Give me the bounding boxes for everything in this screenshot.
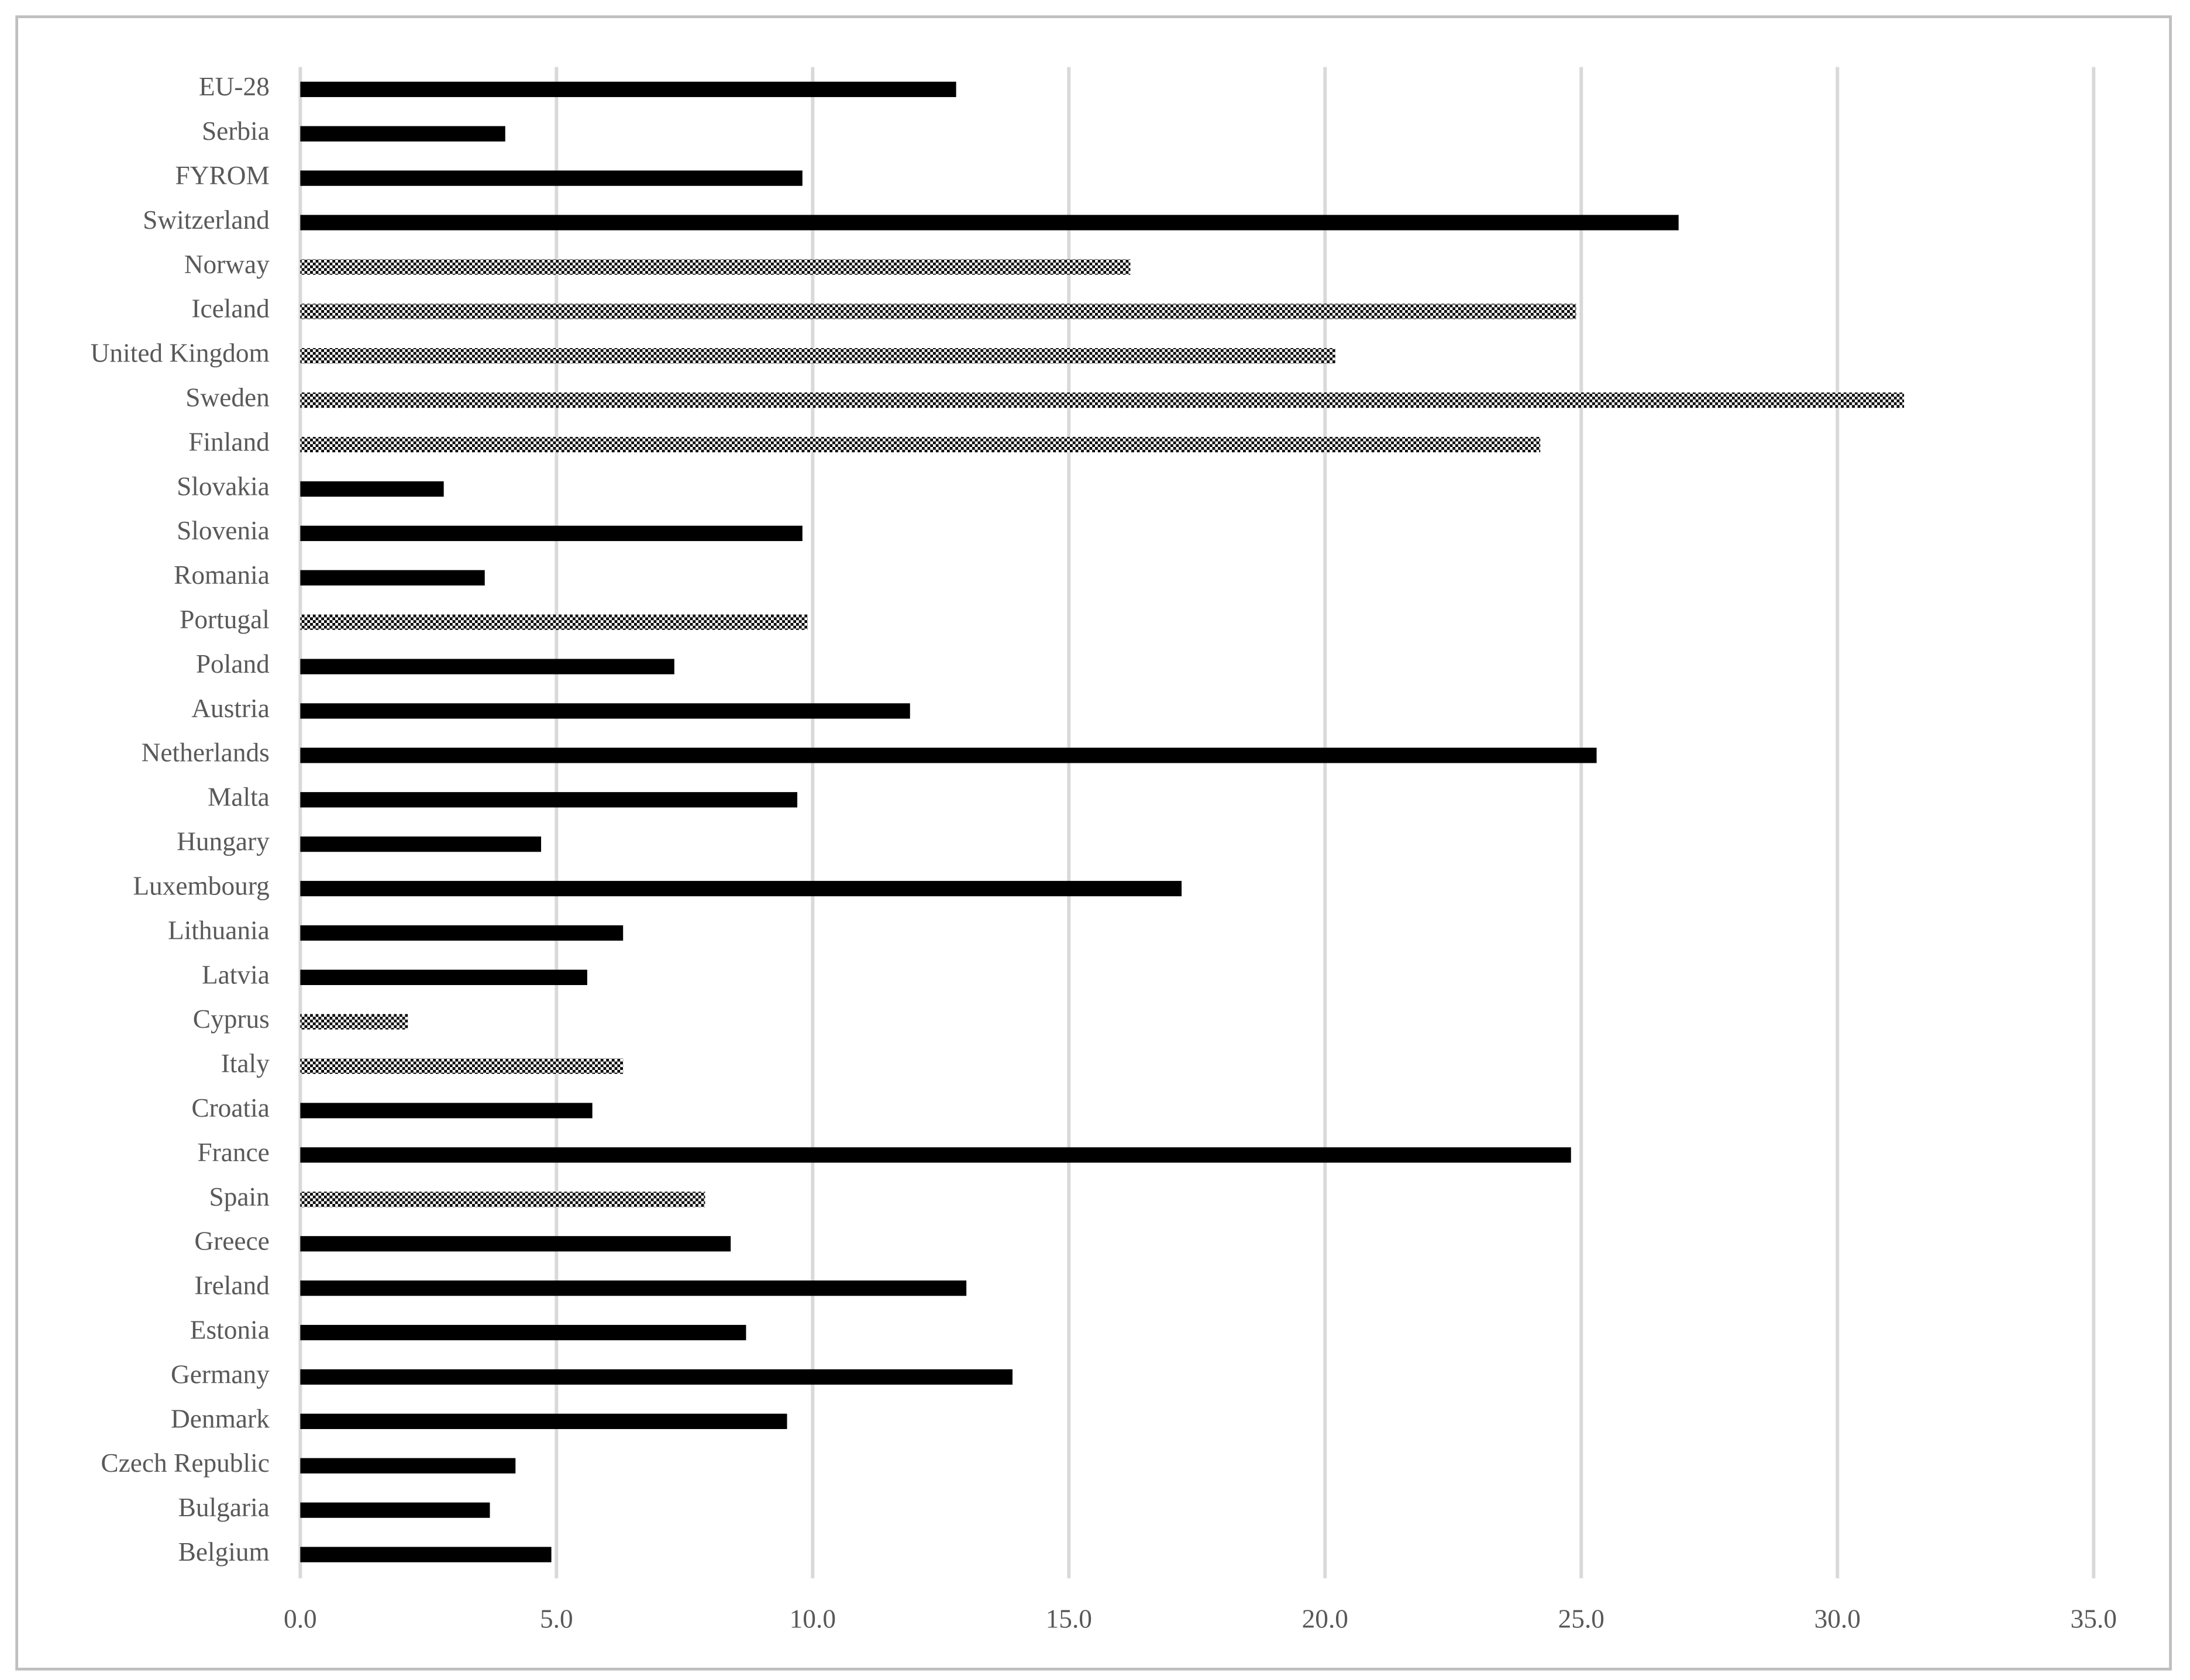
- x-tick-label: 30.0: [1814, 1605, 1861, 1634]
- y-tick-label: Finland: [188, 427, 270, 456]
- y-tick-label: United Kingdom: [91, 339, 270, 368]
- bar: [300, 481, 444, 497]
- bar: [300, 659, 674, 674]
- y-tick-label: Sweden: [185, 383, 270, 412]
- y-tick-label: Austria: [191, 694, 270, 723]
- y-tick-label: Bulgaria: [178, 1493, 270, 1522]
- bar: [300, 525, 803, 541]
- bar: [300, 1502, 490, 1518]
- bar: [300, 392, 1905, 408]
- x-tick-label: 20.0: [1302, 1605, 1348, 1634]
- y-tick-label: Netherlands: [142, 738, 270, 767]
- bar: [300, 703, 910, 719]
- x-tick-label: 15.0: [1046, 1605, 1092, 1634]
- y-tick-label: Belgium: [178, 1537, 270, 1567]
- y-tick-label: Cyprus: [193, 1004, 270, 1034]
- y-tick-label: Poland: [196, 649, 270, 679]
- bar: [300, 969, 587, 985]
- bar: [300, 1147, 1571, 1163]
- y-tick-label: France: [197, 1138, 269, 1167]
- y-tick-label: Croatia: [191, 1093, 270, 1123]
- bar: [300, 1236, 731, 1252]
- x-tick-label: 10.0: [790, 1605, 836, 1634]
- bar: [300, 348, 1335, 364]
- bar: [300, 126, 505, 142]
- bar: [300, 436, 1541, 453]
- y-tick-label: Slovakia: [177, 471, 270, 501]
- y-tick-label: Serbia: [202, 116, 270, 146]
- bar: [300, 1058, 624, 1074]
- y-tick-label: Czech Republic: [101, 1448, 269, 1478]
- bar: [300, 614, 808, 630]
- y-tick-label: Portugal: [180, 605, 270, 634]
- y-tick-label: Denmark: [171, 1404, 270, 1433]
- bar: [300, 1369, 1013, 1385]
- y-tick-label: EU-28: [199, 72, 270, 101]
- y-tick-label: Luxembourg: [133, 871, 269, 900]
- y-tick-label: Italy: [221, 1049, 270, 1078]
- x-tick-label: 35.0: [2071, 1605, 2117, 1634]
- bar: [300, 304, 1576, 319]
- y-tick-label: Iceland: [191, 294, 270, 323]
- y-tick-label: Romania: [174, 560, 270, 590]
- bar: [300, 1547, 552, 1562]
- y-tick-label: Switzerland: [143, 205, 270, 235]
- y-tick-label: FYROM: [175, 161, 270, 190]
- x-tick-label: 0.0: [284, 1605, 317, 1634]
- y-tick-label: Norway: [184, 250, 270, 279]
- y-tick-label: Hungary: [177, 827, 270, 856]
- bar: [300, 1192, 705, 1207]
- bar: [300, 1413, 787, 1430]
- bar: [300, 170, 803, 186]
- bar: [300, 880, 1182, 897]
- y-tick-label: Ireland: [194, 1271, 270, 1300]
- x-tick-label: 25.0: [1558, 1605, 1604, 1634]
- bar: [300, 1458, 516, 1474]
- bar: [300, 259, 1131, 275]
- y-tick-label: Estonia: [190, 1315, 270, 1344]
- y-tick-label: Malta: [208, 783, 270, 812]
- y-tick-label: Spain: [209, 1182, 270, 1211]
- y-tick-label: Lithuania: [168, 915, 270, 945]
- bar: [300, 925, 624, 941]
- bar: [300, 81, 956, 97]
- bar: [300, 1280, 967, 1296]
- y-tick-label: Greece: [194, 1227, 269, 1256]
- x-tick-label: 5.0: [540, 1605, 573, 1634]
- y-tick-label: Germany: [171, 1359, 270, 1389]
- bar: [300, 748, 1597, 763]
- y-tick-label: Latvia: [202, 960, 270, 989]
- bar: [300, 1014, 408, 1030]
- bar: [300, 570, 485, 586]
- bar: [300, 836, 542, 852]
- bar: [300, 1103, 593, 1118]
- bar: [300, 1324, 746, 1341]
- bar: [300, 792, 798, 808]
- y-tick-label: Slovenia: [177, 516, 270, 545]
- bar: [300, 215, 1679, 230]
